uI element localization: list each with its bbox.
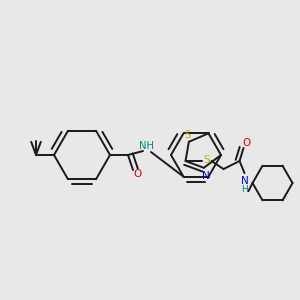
Text: O: O	[242, 138, 250, 148]
Text: N: N	[202, 171, 210, 181]
Text: S: S	[203, 155, 210, 165]
Text: N: N	[241, 176, 248, 186]
Text: NH: NH	[139, 141, 154, 151]
Text: O: O	[134, 169, 142, 179]
Text: H: H	[241, 184, 248, 194]
Text: S: S	[184, 130, 191, 140]
